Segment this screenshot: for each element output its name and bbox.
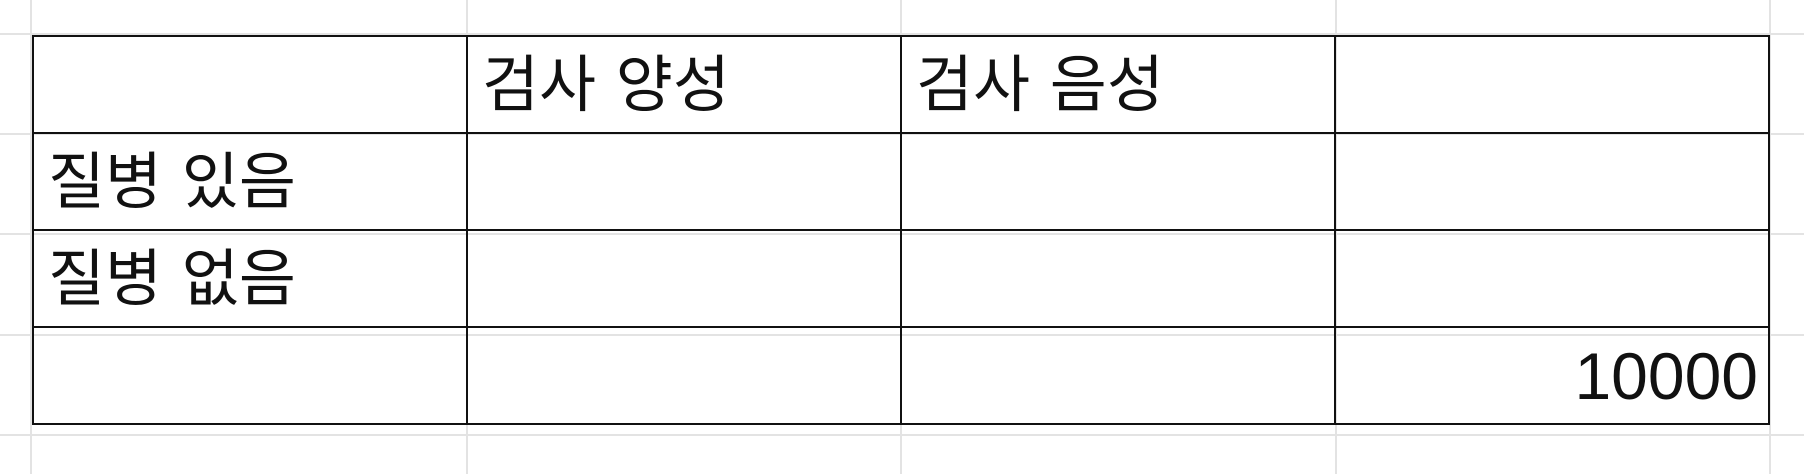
cell-a4[interactable] [32,326,468,425]
cell-d4-total[interactable]: 10000 [1334,326,1770,425]
cell-text: 검사 음성 [916,47,1164,121]
cell-text: 질병 있음 [48,144,296,218]
cell-text: 10000 [1574,338,1758,413]
cell-b1[interactable]: 검사 양성 [466,35,902,134]
gridline [0,33,1804,35]
cell-d3[interactable] [1334,229,1770,328]
cell-c2[interactable] [900,132,1336,231]
gridline [0,434,1804,436]
cell-b4[interactable] [466,326,902,425]
cell-text: 검사 양성 [482,47,730,121]
cell-d2[interactable] [1334,132,1770,231]
table-row-header: 검사 양성 검사 음성 [32,35,1770,134]
cell-a3[interactable]: 질병 없음 [32,229,468,328]
contingency-table: 검사 양성 검사 음성 질병 있음 질병 없음 10000 [32,35,1770,425]
gridline [1769,0,1771,474]
cell-d1[interactable] [1334,35,1770,134]
gridline [30,0,32,474]
table-row: 10000 [32,326,1770,425]
cell-c3[interactable] [900,229,1336,328]
cell-b3[interactable] [466,229,902,328]
cell-text: 질병 없음 [48,241,296,315]
table-row: 질병 없음 [32,229,1770,328]
table-row: 질병 있음 [32,132,1770,231]
cell-b2[interactable] [466,132,902,231]
cell-a1[interactable] [32,35,468,134]
cell-c1[interactable]: 검사 음성 [900,35,1336,134]
cell-a2[interactable]: 질병 있음 [32,132,468,231]
cell-c4[interactable] [900,326,1336,425]
